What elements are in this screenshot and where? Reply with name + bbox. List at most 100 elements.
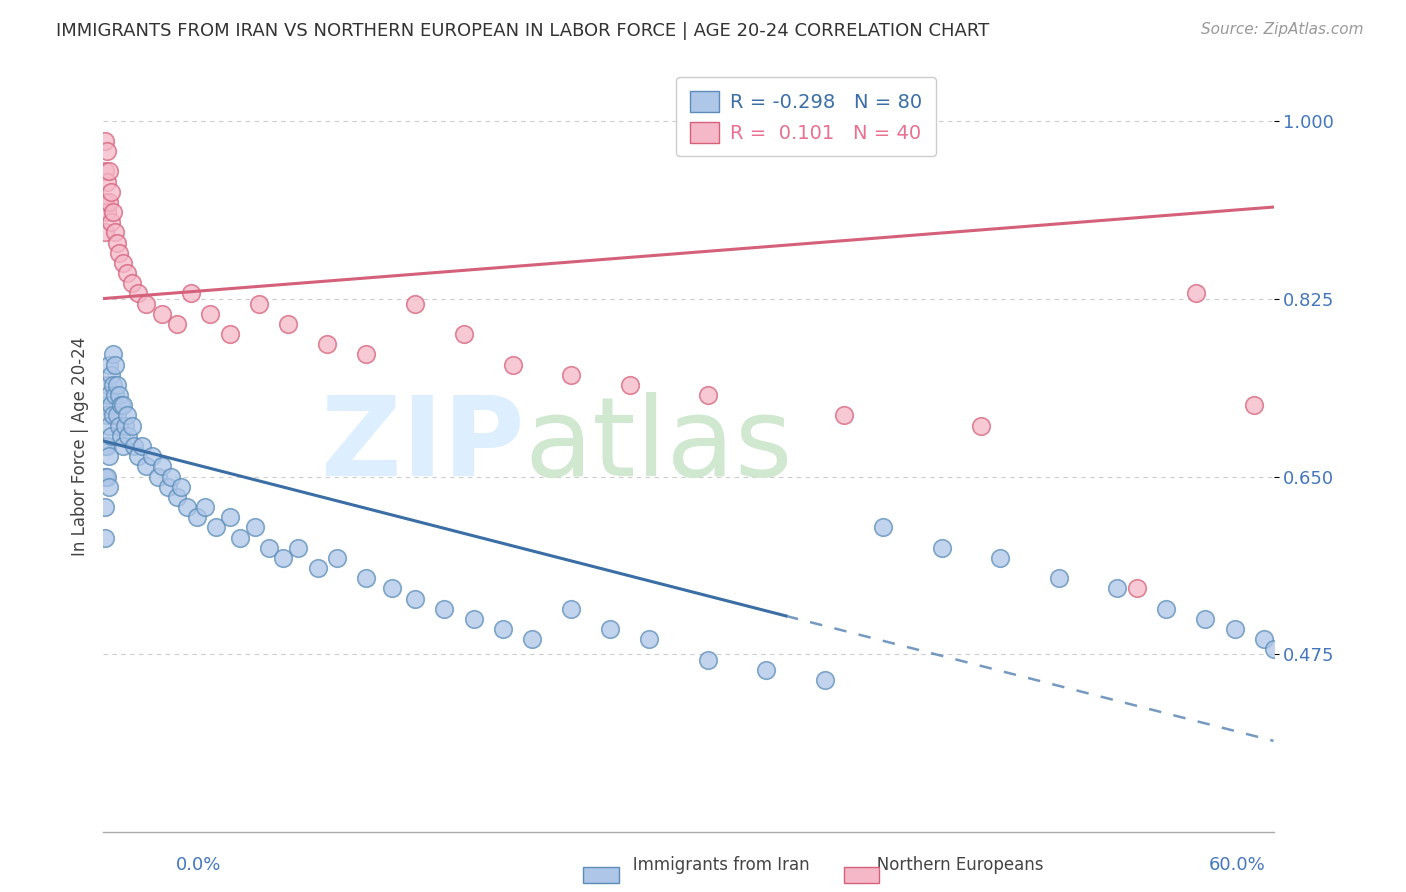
Point bbox=[257, 541, 280, 555]
Point bbox=[1243, 398, 1265, 412]
Point bbox=[98, 388, 121, 402]
Point bbox=[111, 256, 134, 270]
Point bbox=[1107, 582, 1129, 596]
Point bbox=[100, 185, 122, 199]
Point bbox=[124, 439, 146, 453]
Point bbox=[696, 388, 718, 402]
Point bbox=[121, 277, 143, 291]
Point bbox=[94, 469, 117, 483]
Text: ZIP: ZIP bbox=[321, 392, 524, 500]
Point bbox=[200, 307, 222, 321]
Point bbox=[111, 439, 134, 453]
Point bbox=[100, 215, 122, 229]
Legend: R = -0.298   N = 80, R =  0.101   N = 40: R = -0.298 N = 80, R = 0.101 N = 40 bbox=[676, 77, 936, 156]
Point bbox=[872, 520, 894, 534]
Text: Immigrants from Iran: Immigrants from Iran bbox=[596, 856, 810, 874]
Point bbox=[105, 235, 128, 250]
Point bbox=[135, 296, 157, 310]
Point bbox=[94, 194, 117, 209]
Point bbox=[141, 449, 163, 463]
Point bbox=[160, 469, 183, 483]
Point bbox=[94, 500, 117, 514]
Point bbox=[135, 459, 157, 474]
Point bbox=[522, 632, 544, 647]
Point bbox=[107, 388, 129, 402]
Point bbox=[156, 480, 179, 494]
Point bbox=[98, 358, 121, 372]
Point bbox=[176, 500, 198, 514]
Point bbox=[146, 469, 169, 483]
Point bbox=[560, 601, 582, 615]
Point bbox=[110, 398, 132, 412]
Point bbox=[166, 317, 188, 331]
Point bbox=[127, 286, 149, 301]
Point bbox=[186, 510, 208, 524]
Y-axis label: In Labor Force | Age 20-24: In Labor Force | Age 20-24 bbox=[72, 336, 89, 556]
Point bbox=[94, 164, 117, 178]
Point bbox=[96, 144, 118, 158]
Point bbox=[1253, 632, 1275, 647]
Text: Source: ZipAtlas.com: Source: ZipAtlas.com bbox=[1201, 22, 1364, 37]
Point bbox=[111, 398, 134, 412]
Point bbox=[814, 673, 837, 687]
Point bbox=[599, 622, 621, 636]
Point bbox=[107, 245, 129, 260]
Point bbox=[131, 439, 153, 453]
Point bbox=[247, 296, 270, 310]
Point bbox=[150, 459, 173, 474]
Text: Northern Europeans: Northern Europeans bbox=[841, 856, 1043, 874]
Point bbox=[98, 164, 121, 178]
Point bbox=[560, 368, 582, 382]
Point bbox=[755, 663, 778, 677]
Point bbox=[94, 531, 117, 545]
Point bbox=[117, 429, 139, 443]
Point bbox=[98, 449, 121, 463]
Point bbox=[96, 175, 118, 189]
Point bbox=[150, 307, 173, 321]
Point bbox=[307, 561, 329, 575]
Point bbox=[180, 286, 202, 301]
Point bbox=[104, 388, 127, 402]
Point bbox=[1184, 286, 1206, 301]
Point bbox=[115, 409, 138, 423]
Point bbox=[104, 226, 127, 240]
Point bbox=[96, 378, 118, 392]
Point bbox=[271, 550, 294, 565]
Point bbox=[170, 480, 193, 494]
Point bbox=[245, 520, 267, 534]
Point bbox=[101, 205, 124, 219]
Point bbox=[101, 347, 124, 361]
Point bbox=[166, 490, 188, 504]
Point bbox=[110, 429, 132, 443]
Point bbox=[94, 398, 117, 412]
Point bbox=[100, 429, 122, 443]
Point bbox=[104, 358, 127, 372]
Text: 0.0%: 0.0% bbox=[176, 856, 221, 874]
Point bbox=[94, 134, 117, 148]
Point bbox=[1154, 601, 1177, 615]
Point bbox=[1047, 571, 1070, 585]
Point bbox=[100, 398, 122, 412]
Point bbox=[638, 632, 661, 647]
Point bbox=[193, 500, 215, 514]
Point bbox=[96, 205, 118, 219]
Point bbox=[1263, 642, 1285, 657]
Point bbox=[316, 337, 339, 351]
Point bbox=[1223, 622, 1246, 636]
Point bbox=[834, 409, 856, 423]
Point bbox=[433, 601, 456, 615]
Point bbox=[219, 327, 242, 342]
Point bbox=[228, 531, 250, 545]
Point bbox=[463, 612, 485, 626]
Point bbox=[94, 439, 117, 453]
Point bbox=[326, 550, 349, 565]
Point bbox=[114, 418, 136, 433]
Point bbox=[404, 591, 426, 606]
Point bbox=[356, 347, 378, 361]
Text: IMMIGRANTS FROM IRAN VS NORTHERN EUROPEAN IN LABOR FORCE | AGE 20-24 CORRELATION: IMMIGRANTS FROM IRAN VS NORTHERN EUROPEA… bbox=[56, 22, 990, 40]
Point bbox=[404, 296, 426, 310]
Point bbox=[98, 418, 121, 433]
Point bbox=[356, 571, 378, 585]
Point bbox=[105, 378, 128, 392]
Point bbox=[98, 480, 121, 494]
